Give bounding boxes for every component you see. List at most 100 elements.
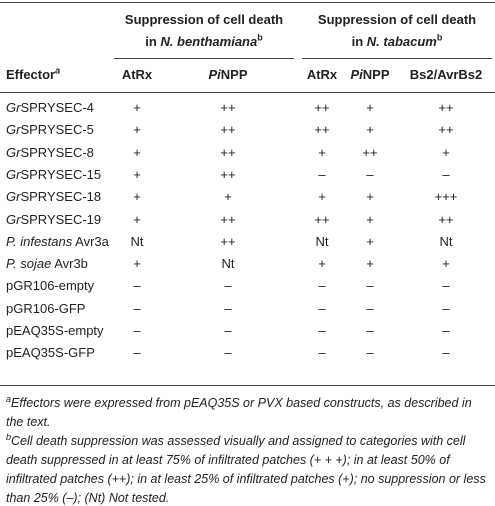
text-run: a (6, 393, 12, 404)
cell: – (318, 323, 326, 338)
footnote: bCell death suppression was assessed vis… (6, 432, 490, 506)
cell: Nt (439, 233, 453, 249)
cell: – (318, 345, 326, 361)
text-run: SPRYSEC-15 (20, 166, 102, 182)
text-run: Cell death suppression was assessed visu… (6, 434, 486, 505)
text-run: Suppression of cell death (124, 12, 284, 27)
text-run: Gr (6, 166, 21, 182)
column-header: Effectora (6, 65, 61, 82)
text-run: Gr (6, 189, 21, 205)
row-label: GrSPRYSEC-5 (6, 122, 94, 137)
cell: + (133, 144, 141, 160)
column-header: PiNPP (350, 67, 389, 82)
cell: – (318, 166, 326, 182)
cell: – (224, 300, 232, 316)
text-run: SPRYSEC-19 (20, 211, 102, 227)
cell: – (318, 278, 326, 294)
cell: – (133, 323, 141, 338)
group-header: Suppression of cell death (318, 12, 476, 27)
text-run: SPRYSEC-8 (20, 144, 94, 160)
text-run: Effector (6, 67, 56, 82)
cell: – (442, 166, 450, 182)
cell: + (224, 189, 232, 205)
cell: ++ (220, 144, 236, 160)
row-label: pEAQ35S-GFP (6, 345, 95, 360)
cell: – (133, 278, 141, 294)
cell: + (133, 100, 141, 115)
cell: – (442, 300, 450, 316)
row-label: GrSPRYSEC-4 (6, 100, 94, 115)
text-run: SPRYSEC-5 (20, 122, 94, 138)
cell: ++ (220, 211, 236, 227)
text-run: NPP (362, 67, 390, 82)
cell: ++ (362, 144, 378, 160)
text-run: Gr (6, 211, 21, 227)
cell: + (133, 211, 141, 227)
text-run: P. infestans (6, 233, 73, 249)
cell: + (318, 256, 326, 272)
cell: + (366, 122, 374, 138)
row-label: GrSPRYSEC-15 (6, 167, 101, 182)
cell: + (133, 166, 141, 182)
cell: ++ (314, 100, 330, 115)
cell: + (366, 256, 374, 272)
text-run: P. sojae (6, 256, 52, 272)
column-header: PiNPP (208, 67, 247, 82)
text-run: pEAQ35S-GFP (6, 345, 95, 361)
header-rule (0, 92, 495, 93)
column-header: AtRx (122, 67, 152, 82)
row-label: pEAQ35S-empty (6, 323, 104, 338)
text-run: in (145, 34, 161, 49)
text-run: Gr (6, 122, 21, 138)
cell: – (133, 345, 141, 361)
group-rule (114, 58, 294, 59)
text-run: Bs2/AvrBs2 (409, 67, 483, 82)
cell: +++ (434, 189, 458, 205)
cell: Nt (221, 256, 235, 272)
cell: + (318, 189, 326, 205)
cell: ++ (220, 233, 236, 249)
row-label: GrSPRYSEC-8 (6, 145, 94, 160)
cell: + (318, 144, 326, 160)
cell: – (318, 300, 326, 316)
cell: + (366, 189, 374, 205)
text-run: Suppression of cell death (317, 12, 477, 27)
group-header: in N. tabacumb (352, 33, 443, 49)
text-run: pEAQ35S-empty (6, 323, 104, 338)
text-run: AtRx (121, 67, 153, 82)
text-run: pGR106-GFP (6, 300, 86, 316)
cell: ++ (314, 122, 330, 138)
text-run: SPRYSEC-4 (20, 100, 94, 115)
column-header: AtRx (307, 67, 337, 82)
text-run: b (257, 32, 263, 43)
text-run: Pi (208, 67, 221, 82)
cell: – (442, 278, 450, 294)
cell: – (133, 300, 141, 316)
cell: + (366, 211, 374, 227)
group-header: in N. benthamianab (145, 32, 263, 49)
text-run: Gr (6, 100, 21, 115)
cell: + (442, 144, 450, 160)
cell: + (133, 189, 141, 205)
text-run: NPP (220, 67, 248, 82)
text-run: Avr3b (51, 256, 88, 272)
cell: – (366, 345, 374, 361)
text-run: Gr (6, 144, 21, 160)
column-header: Bs2/AvrBs2 (410, 67, 483, 82)
row-label: GrSPRYSEC-18 (6, 189, 101, 204)
cell: Nt (130, 233, 144, 249)
row-label: pGR106-GFP (6, 301, 85, 316)
cell: + (133, 122, 141, 138)
text-run: pGR106-empty (6, 278, 95, 294)
cell: – (224, 345, 232, 361)
text-run: a (55, 65, 61, 76)
text-run: N. tabacum (366, 34, 437, 49)
cell: ++ (220, 100, 236, 115)
cell: + (366, 100, 374, 115)
cell: – (224, 278, 232, 294)
text-run: b (6, 431, 12, 442)
cell: + (366, 233, 374, 249)
text-run: N. benthamiana (160, 34, 258, 49)
cell: ++ (438, 211, 454, 227)
